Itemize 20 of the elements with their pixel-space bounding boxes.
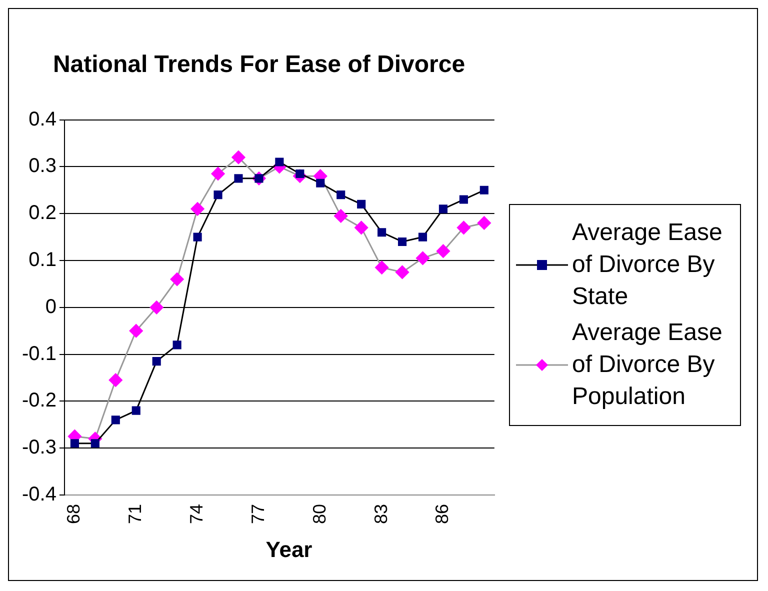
y-tick-label: -0.1 bbox=[22, 342, 56, 364]
y-tick-label: 0.2 bbox=[28, 202, 56, 224]
y-tick-label: 0.4 bbox=[28, 108, 56, 130]
x-tick-label: 86 bbox=[432, 503, 452, 524]
y-tick-label: 0.1 bbox=[28, 248, 56, 271]
legend-label: Average Ease of Divorce By State bbox=[572, 218, 724, 312]
x-tick-label: 80 bbox=[309, 503, 330, 524]
legend-label: Average Ease of Divorce By Population bbox=[572, 318, 724, 412]
y-tick-label: -0.2 bbox=[22, 389, 56, 412]
x-tick-label: 74 bbox=[186, 503, 207, 524]
y-tick-label: 0 bbox=[45, 295, 56, 318]
x-tick-label: 83 bbox=[370, 503, 391, 524]
x-tick-label: 71 bbox=[125, 503, 146, 524]
x-tick-label: 77 bbox=[248, 503, 268, 524]
x-tick-label: 68 bbox=[64, 503, 84, 524]
x-axis-title: Year bbox=[264, 536, 314, 562]
chart-title: National Trends For Ease of Divorce bbox=[52, 50, 466, 78]
y-tick-label: 0.3 bbox=[28, 154, 56, 177]
y-tick-label: -0.3 bbox=[22, 436, 56, 458]
y-tick-label: -0.4 bbox=[22, 482, 56, 505]
